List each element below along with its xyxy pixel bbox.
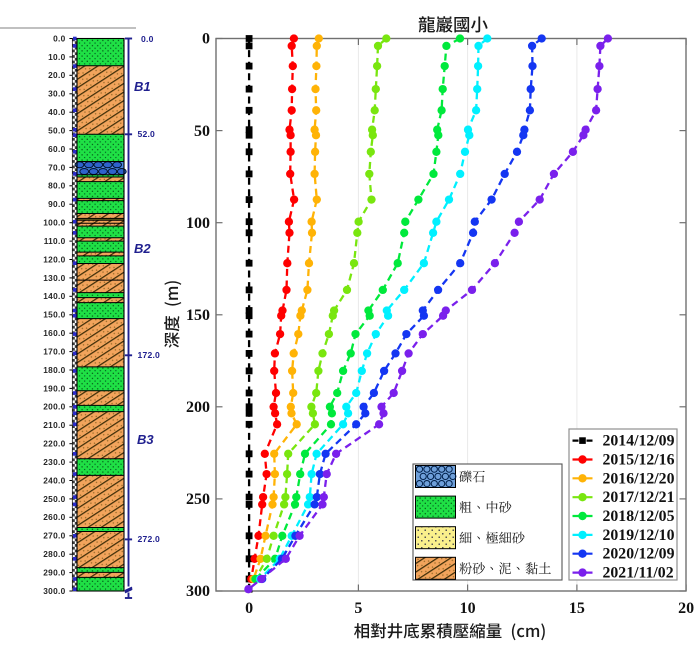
svg-text:240.0: 240.0 (43, 475, 65, 485)
svg-text:230.0: 230.0 (43, 457, 65, 467)
svg-text:B2: B2 (134, 241, 151, 256)
svg-text:290.0: 290.0 (43, 568, 65, 578)
svg-text:272.0: 272.0 (138, 534, 161, 544)
svg-text:260.0: 260.0 (43, 512, 65, 522)
svg-text:250: 250 (186, 491, 210, 508)
svg-text:170.0: 170.0 (43, 347, 65, 357)
svg-text:210.0: 210.0 (43, 420, 65, 430)
svg-text:20: 20 (678, 600, 694, 617)
svg-text:0.0: 0.0 (141, 34, 154, 44)
svg-text:2014/12/09: 2014/12/09 (603, 433, 675, 450)
svg-text:190.0: 190.0 (43, 383, 65, 393)
svg-text:2015/12/16: 2015/12/16 (603, 452, 675, 469)
svg-text:70.0: 70.0 (48, 162, 65, 172)
svg-text:52.0: 52.0 (138, 129, 156, 139)
svg-text:100: 100 (186, 215, 210, 232)
svg-text:50.0: 50.0 (48, 126, 65, 136)
svg-text:200: 200 (186, 399, 210, 416)
svg-text:180.0: 180.0 (43, 365, 65, 375)
svg-text:2020/12/09: 2020/12/09 (603, 546, 675, 563)
svg-text:200.0: 200.0 (43, 402, 65, 412)
svg-text:10: 10 (460, 600, 476, 617)
svg-text:270.0: 270.0 (43, 531, 65, 541)
svg-text:B3: B3 (137, 432, 154, 447)
svg-text:120.0: 120.0 (43, 254, 65, 264)
svg-text:280.0: 280.0 (43, 549, 65, 559)
svg-text:60.0: 60.0 (48, 144, 65, 154)
svg-text:0.0: 0.0 (53, 33, 66, 43)
svg-text:300: 300 (186, 583, 210, 600)
svg-text:10.0: 10.0 (48, 52, 65, 62)
svg-text:172.0: 172.0 (138, 350, 161, 360)
svg-text:50: 50 (194, 123, 210, 140)
svg-text:300.0: 300.0 (43, 586, 65, 596)
svg-text:40.0: 40.0 (48, 107, 65, 117)
svg-text:2019/12/10: 2019/12/10 (603, 527, 675, 544)
svg-text:20.0: 20.0 (48, 70, 65, 80)
svg-text:2017/12/21: 2017/12/21 (603, 489, 675, 506)
svg-text:2016/12/20: 2016/12/20 (603, 470, 675, 487)
svg-text:130.0: 130.0 (43, 273, 65, 283)
svg-text:150: 150 (186, 307, 210, 324)
svg-text:0: 0 (245, 600, 253, 617)
svg-text:15: 15 (569, 600, 585, 617)
svg-text:220.0: 220.0 (43, 439, 65, 449)
svg-text:140.0: 140.0 (43, 291, 65, 301)
svg-text:5: 5 (354, 600, 362, 617)
svg-text:2021/11/02: 2021/11/02 (603, 565, 674, 582)
svg-text:150.0: 150.0 (43, 310, 65, 320)
svg-text:250.0: 250.0 (43, 494, 65, 504)
svg-text:110.0: 110.0 (44, 236, 66, 246)
svg-text:80.0: 80.0 (48, 181, 65, 191)
svg-text:30.0: 30.0 (48, 89, 65, 99)
svg-text:B1: B1 (134, 79, 151, 94)
svg-text:160.0: 160.0 (43, 328, 65, 338)
svg-text:100.0: 100.0 (43, 218, 65, 228)
svg-text:2018/12/05: 2018/12/05 (603, 508, 675, 525)
svg-text:90.0: 90.0 (48, 199, 65, 209)
svg-text:0: 0 (202, 31, 210, 48)
